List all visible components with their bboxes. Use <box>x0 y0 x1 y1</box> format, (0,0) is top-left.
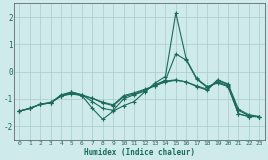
X-axis label: Humidex (Indice chaleur): Humidex (Indice chaleur) <box>84 148 195 156</box>
